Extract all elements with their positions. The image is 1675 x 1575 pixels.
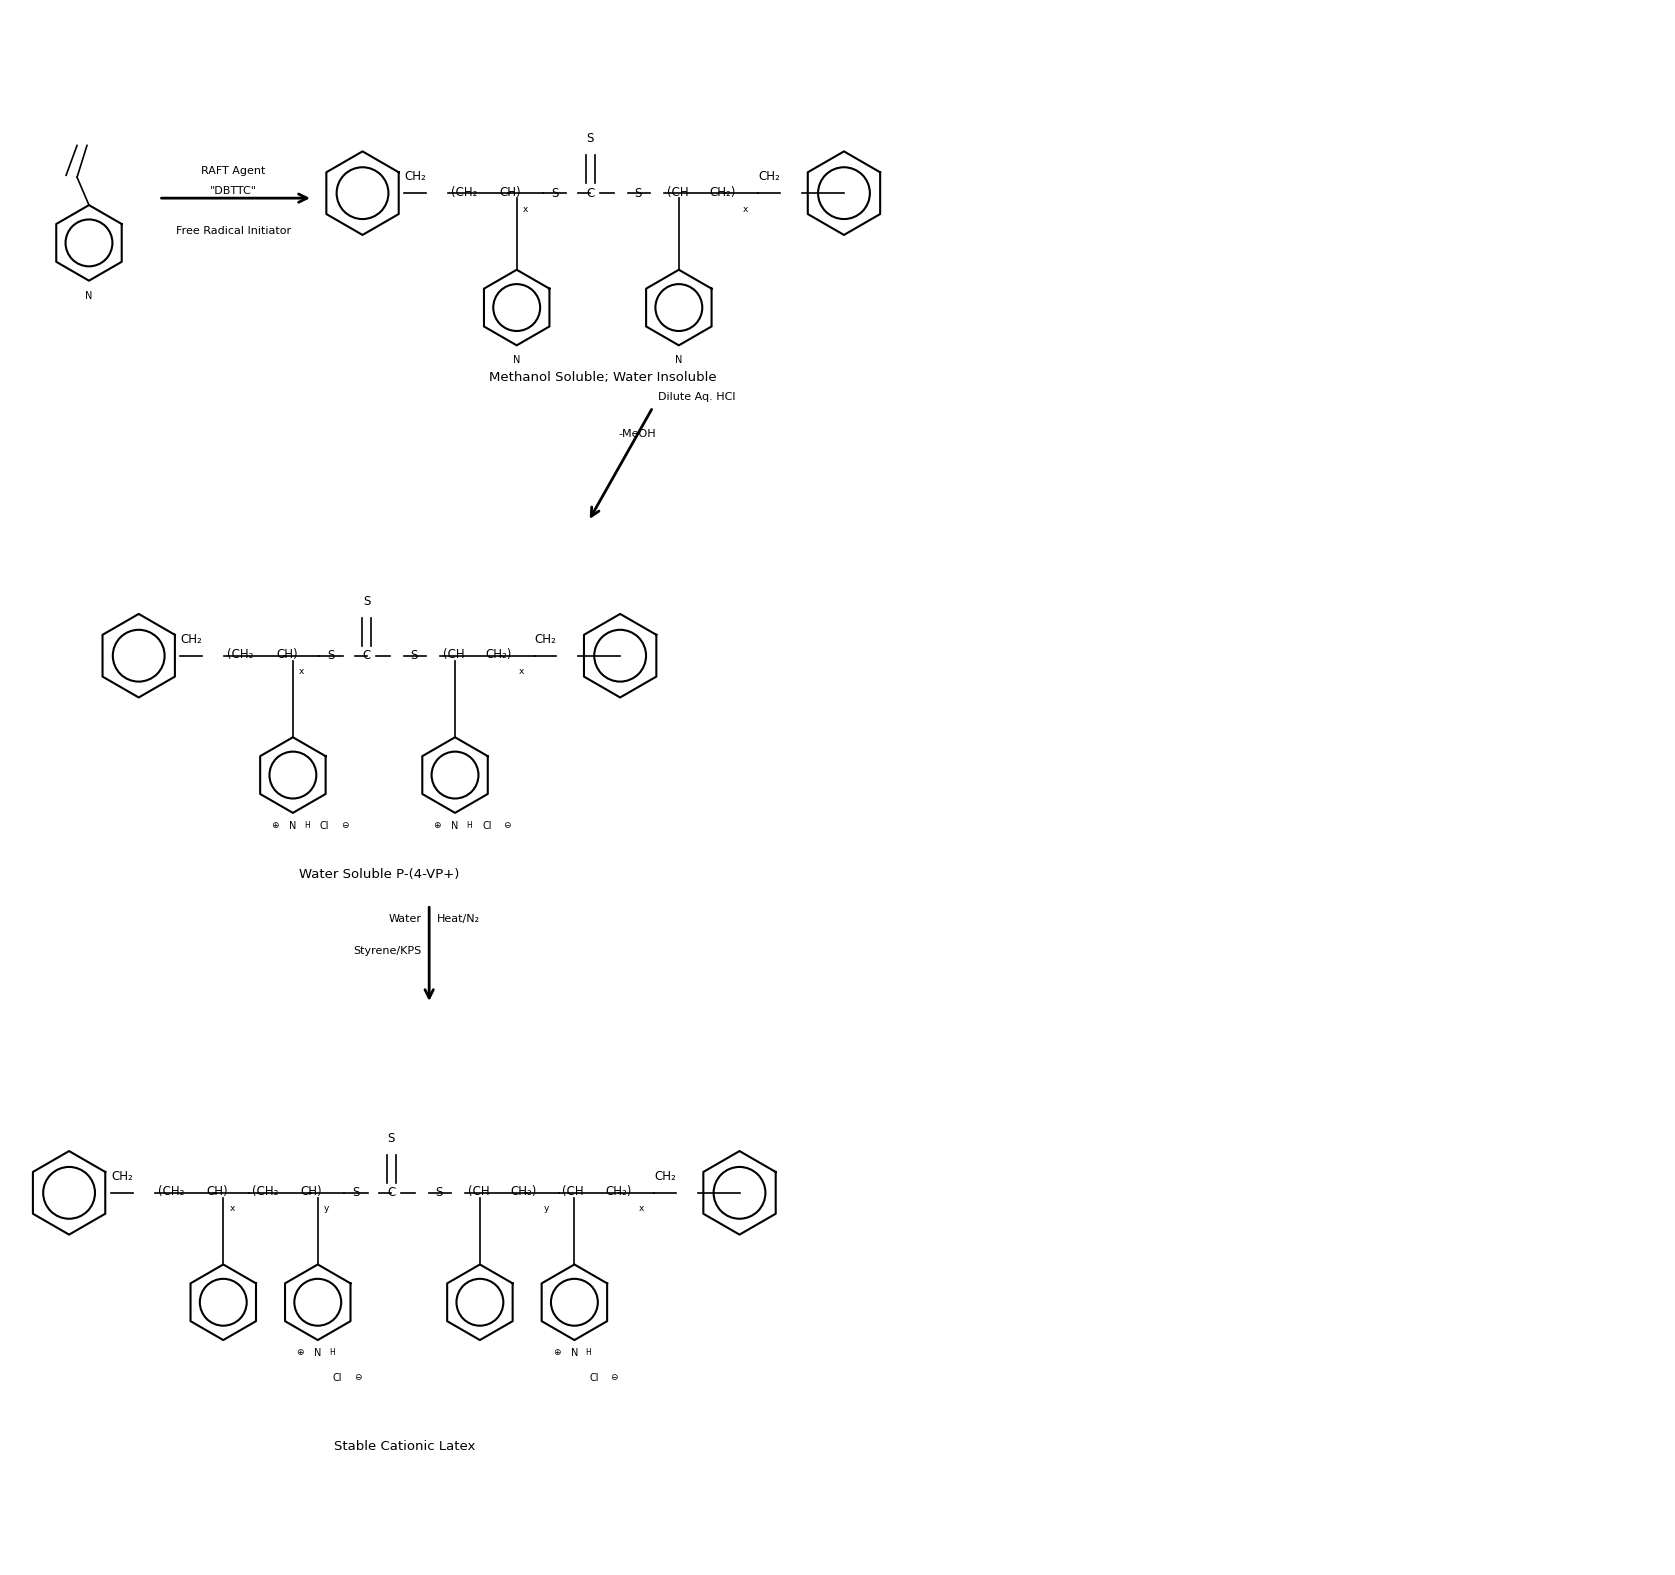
Text: ⊕: ⊕: [271, 821, 278, 830]
Text: x: x: [229, 1205, 235, 1213]
Text: (CH: (CH: [467, 1186, 489, 1199]
Text: H: H: [466, 821, 472, 830]
Text: (CH₂: (CH₂: [451, 186, 477, 198]
Text: x: x: [742, 205, 749, 214]
Text: Cl: Cl: [320, 821, 330, 832]
Text: CH₂): CH₂): [710, 186, 735, 198]
Text: y: y: [323, 1205, 330, 1213]
Text: "DBTTC": "DBTTC": [209, 186, 256, 197]
Text: ⊖: ⊖: [610, 1373, 618, 1381]
Text: CH₂): CH₂): [511, 1186, 538, 1199]
Text: ⊕: ⊕: [553, 1348, 559, 1358]
Text: Heat/N₂: Heat/N₂: [437, 915, 481, 925]
Text: Water Soluble P-(4-VP+): Water Soluble P-(4-VP+): [300, 868, 459, 880]
Text: (CH₂: (CH₂: [253, 1186, 278, 1199]
Text: H: H: [586, 1348, 591, 1358]
Text: x: x: [523, 205, 528, 214]
Text: C: C: [387, 1186, 395, 1199]
Text: (CH₂: (CH₂: [157, 1186, 184, 1199]
Text: S: S: [352, 1186, 358, 1199]
Text: S: S: [410, 649, 419, 662]
Text: CH₂: CH₂: [534, 633, 556, 646]
Text: Dilute Aq. HCl: Dilute Aq. HCl: [658, 392, 735, 402]
Text: N: N: [315, 1348, 322, 1358]
Text: CH₂: CH₂: [111, 1170, 132, 1183]
Text: Water: Water: [389, 915, 420, 925]
Text: CH): CH): [206, 1186, 228, 1199]
Text: S: S: [436, 1186, 442, 1199]
Text: Cl: Cl: [590, 1373, 600, 1383]
Text: H: H: [303, 821, 310, 830]
Text: RAFT Agent: RAFT Agent: [201, 167, 265, 176]
Text: CH₂: CH₂: [181, 633, 203, 646]
Text: ⊕: ⊕: [434, 821, 441, 830]
Text: Methanol Soluble; Water Insoluble: Methanol Soluble; Water Insoluble: [489, 370, 717, 384]
Text: CH₂): CH₂): [486, 649, 513, 662]
Text: Cl: Cl: [482, 821, 492, 832]
Text: (CH: (CH: [667, 186, 688, 198]
Text: S: S: [387, 1132, 395, 1145]
Text: CH): CH): [276, 649, 298, 662]
Text: S: S: [635, 187, 642, 200]
Text: C: C: [586, 187, 595, 200]
Text: CH₂: CH₂: [653, 1170, 675, 1183]
Text: H: H: [328, 1348, 335, 1358]
Text: x: x: [638, 1205, 643, 1213]
Text: S: S: [327, 649, 335, 662]
Text: y: y: [544, 1205, 549, 1213]
Text: Cl: Cl: [333, 1373, 342, 1383]
Text: CH): CH): [302, 1186, 323, 1199]
Text: (CH: (CH: [444, 649, 464, 662]
Text: CH₂: CH₂: [404, 170, 425, 183]
Text: CH): CH): [499, 186, 521, 198]
Text: CH₂): CH₂): [605, 1186, 631, 1199]
Text: N: N: [571, 1348, 578, 1358]
Text: ⊖: ⊖: [342, 821, 348, 830]
Text: N: N: [513, 356, 521, 365]
Text: x: x: [519, 668, 524, 676]
Text: (CH: (CH: [563, 1186, 585, 1199]
Text: ⊕: ⊕: [296, 1348, 303, 1358]
Text: S: S: [586, 132, 595, 145]
Text: S: S: [551, 187, 558, 200]
Text: x: x: [300, 668, 305, 676]
Text: N: N: [85, 291, 92, 301]
Text: S: S: [363, 595, 370, 608]
Text: Free Radical Initiator: Free Radical Initiator: [176, 225, 291, 236]
Text: Stable Cationic Latex: Stable Cationic Latex: [333, 1440, 476, 1454]
Text: (CH₂: (CH₂: [228, 649, 253, 662]
Text: N: N: [451, 821, 459, 832]
Text: ⊖: ⊖: [502, 821, 511, 830]
Text: CH₂: CH₂: [759, 170, 781, 183]
Text: -MeOH: -MeOH: [618, 428, 657, 439]
Text: N: N: [290, 821, 296, 832]
Text: N: N: [675, 356, 682, 365]
Text: C: C: [362, 649, 370, 662]
Text: ⊖: ⊖: [353, 1373, 362, 1381]
Text: Styrene/KPS: Styrene/KPS: [353, 947, 420, 956]
